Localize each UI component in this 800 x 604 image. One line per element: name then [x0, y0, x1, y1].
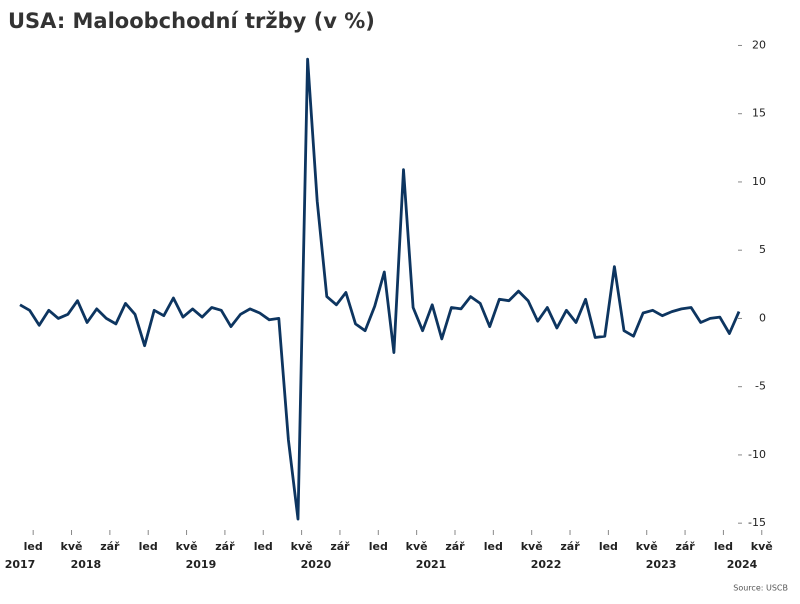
x-tick-label: kvě: [61, 540, 83, 553]
x-tick-label: zář: [675, 540, 695, 553]
x-tick-label: led: [24, 540, 43, 553]
y-tick-label: 5: [759, 243, 766, 256]
x-tick-label: led: [369, 540, 388, 553]
y-tick-label: 15: [752, 107, 766, 120]
y-tick-label: 0: [759, 311, 766, 324]
x-tick-label: kvě: [406, 540, 428, 553]
x-tick-label: led: [254, 540, 273, 553]
x-tick-label: kvě: [636, 540, 658, 553]
chart-title: USA: Maloobchodní tržby (v %): [8, 9, 375, 33]
x-tick-label: kvě: [291, 540, 313, 553]
y-tick-label: 10: [752, 175, 766, 188]
y-tick-label: 20: [752, 38, 766, 51]
line: [19, 57, 741, 521]
x-tick-label: zář: [445, 540, 465, 553]
y-tick-label: -10: [748, 448, 766, 461]
x-tick-label: led: [139, 540, 158, 553]
year-label: 2019: [186, 558, 217, 571]
y-tick-label: -15: [748, 516, 766, 529]
source: Source: USCB: [733, 584, 788, 593]
x-tick-label: kvě: [521, 540, 543, 553]
year-label: 2018: [71, 558, 102, 571]
x-tick-label: led: [484, 540, 503, 553]
x-tick-label: zář: [100, 540, 120, 553]
year-label: 2022: [531, 558, 562, 571]
x-tick-label: kvě: [176, 540, 198, 553]
year-label: 2021: [416, 558, 447, 571]
x-tick-label: zář: [215, 540, 235, 553]
year-label: 2020: [301, 558, 332, 571]
x-tick-label: led: [599, 540, 618, 553]
year-label: 2023: [646, 558, 677, 571]
y-tick-label: -5: [755, 380, 766, 393]
x-tick-label: led: [714, 540, 733, 553]
year-label: 2017: [5, 558, 36, 571]
year-label: 2024: [727, 558, 758, 571]
x-tick-label: zář: [330, 540, 350, 553]
x-tick-label: zář: [560, 540, 580, 553]
x-tick-label: kvě: [751, 540, 773, 553]
